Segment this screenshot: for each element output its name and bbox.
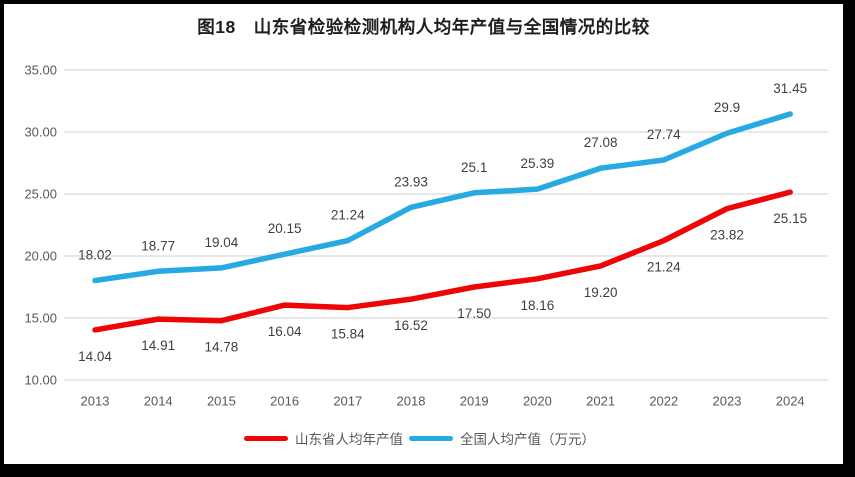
x-axis-tick-label: 2023 xyxy=(713,394,742,409)
x-axis-tick-label: 2017 xyxy=(333,394,362,409)
y-axis-tick-label: 10.00 xyxy=(24,373,57,388)
x-axis-tick-label: 2022 xyxy=(649,394,678,409)
x-axis-tick-label: 2016 xyxy=(270,394,299,409)
x-axis-tick-label: 2024 xyxy=(776,394,805,409)
chart-legend: 山东省人均年产值 全国人均产值（万元） xyxy=(4,424,835,452)
data-label-national: 25.1 xyxy=(461,160,487,175)
data-label-shandong: 23.82 xyxy=(710,228,744,243)
data-label-national: 19.04 xyxy=(205,235,239,250)
data-label-shandong: 16.52 xyxy=(394,318,428,333)
data-label-shandong: 25.15 xyxy=(773,211,807,226)
data-label-national: 27.08 xyxy=(584,135,618,150)
chart-canvas xyxy=(4,4,843,464)
data-label-national: 31.45 xyxy=(773,81,807,96)
data-label-shandong: 15.84 xyxy=(331,327,365,342)
data-label-national: 18.02 xyxy=(78,248,112,263)
y-axis-tick-label: 15.00 xyxy=(24,311,57,326)
x-axis-tick-label: 2018 xyxy=(397,394,426,409)
x-axis-tick-label: 2021 xyxy=(586,394,615,409)
data-label-national: 29.9 xyxy=(714,100,740,115)
legend-swatch-national-line-icon xyxy=(409,435,453,441)
data-label-shandong: 17.50 xyxy=(457,306,491,321)
data-label-shandong: 21.24 xyxy=(647,260,681,275)
data-label-shandong: 14.91 xyxy=(141,338,175,353)
series-line-national xyxy=(92,111,793,284)
legend-item-shandong: 山东省人均年产值 xyxy=(244,428,403,448)
legend-item-national: 全国人均产值（万元） xyxy=(409,428,595,448)
data-label-shandong: 16.04 xyxy=(268,324,302,339)
data-label-shandong: 14.04 xyxy=(78,349,112,364)
legend-label-shandong: 山东省人均年产值 xyxy=(295,432,403,447)
x-axis-tick-label: 2013 xyxy=(81,394,110,409)
data-label-national: 20.15 xyxy=(268,221,302,236)
data-label-shandong: 19.20 xyxy=(584,285,618,300)
data-label-national: 18.77 xyxy=(141,238,175,253)
legend-swatch-shandong-line-icon xyxy=(244,435,288,441)
y-axis-tick-label: 30.00 xyxy=(24,125,57,140)
data-label-shandong: 14.78 xyxy=(205,340,239,355)
y-axis-tick-label: 35.00 xyxy=(24,63,57,78)
x-axis-tick-label: 2015 xyxy=(207,394,236,409)
data-label-national: 21.24 xyxy=(331,208,365,223)
y-axis-tick-label: 20.00 xyxy=(24,249,57,264)
series-line-shandong xyxy=(92,189,793,333)
data-label-national: 23.93 xyxy=(394,174,428,189)
x-axis-tick-label: 2019 xyxy=(460,394,489,409)
chart-title: 图18 山东省检验检测机构人均年产值与全国情况的比较 xyxy=(197,17,650,37)
data-label-national: 27.74 xyxy=(647,127,681,142)
y-axis-tick-label: 25.00 xyxy=(24,187,57,202)
data-label-shandong: 18.16 xyxy=(521,298,555,313)
x-axis-tick-label: 2014 xyxy=(144,394,173,409)
data-label-national: 25.39 xyxy=(521,156,555,171)
legend-label-national: 全国人均产值（万元） xyxy=(460,432,595,447)
x-axis-tick-label: 2020 xyxy=(523,394,552,409)
